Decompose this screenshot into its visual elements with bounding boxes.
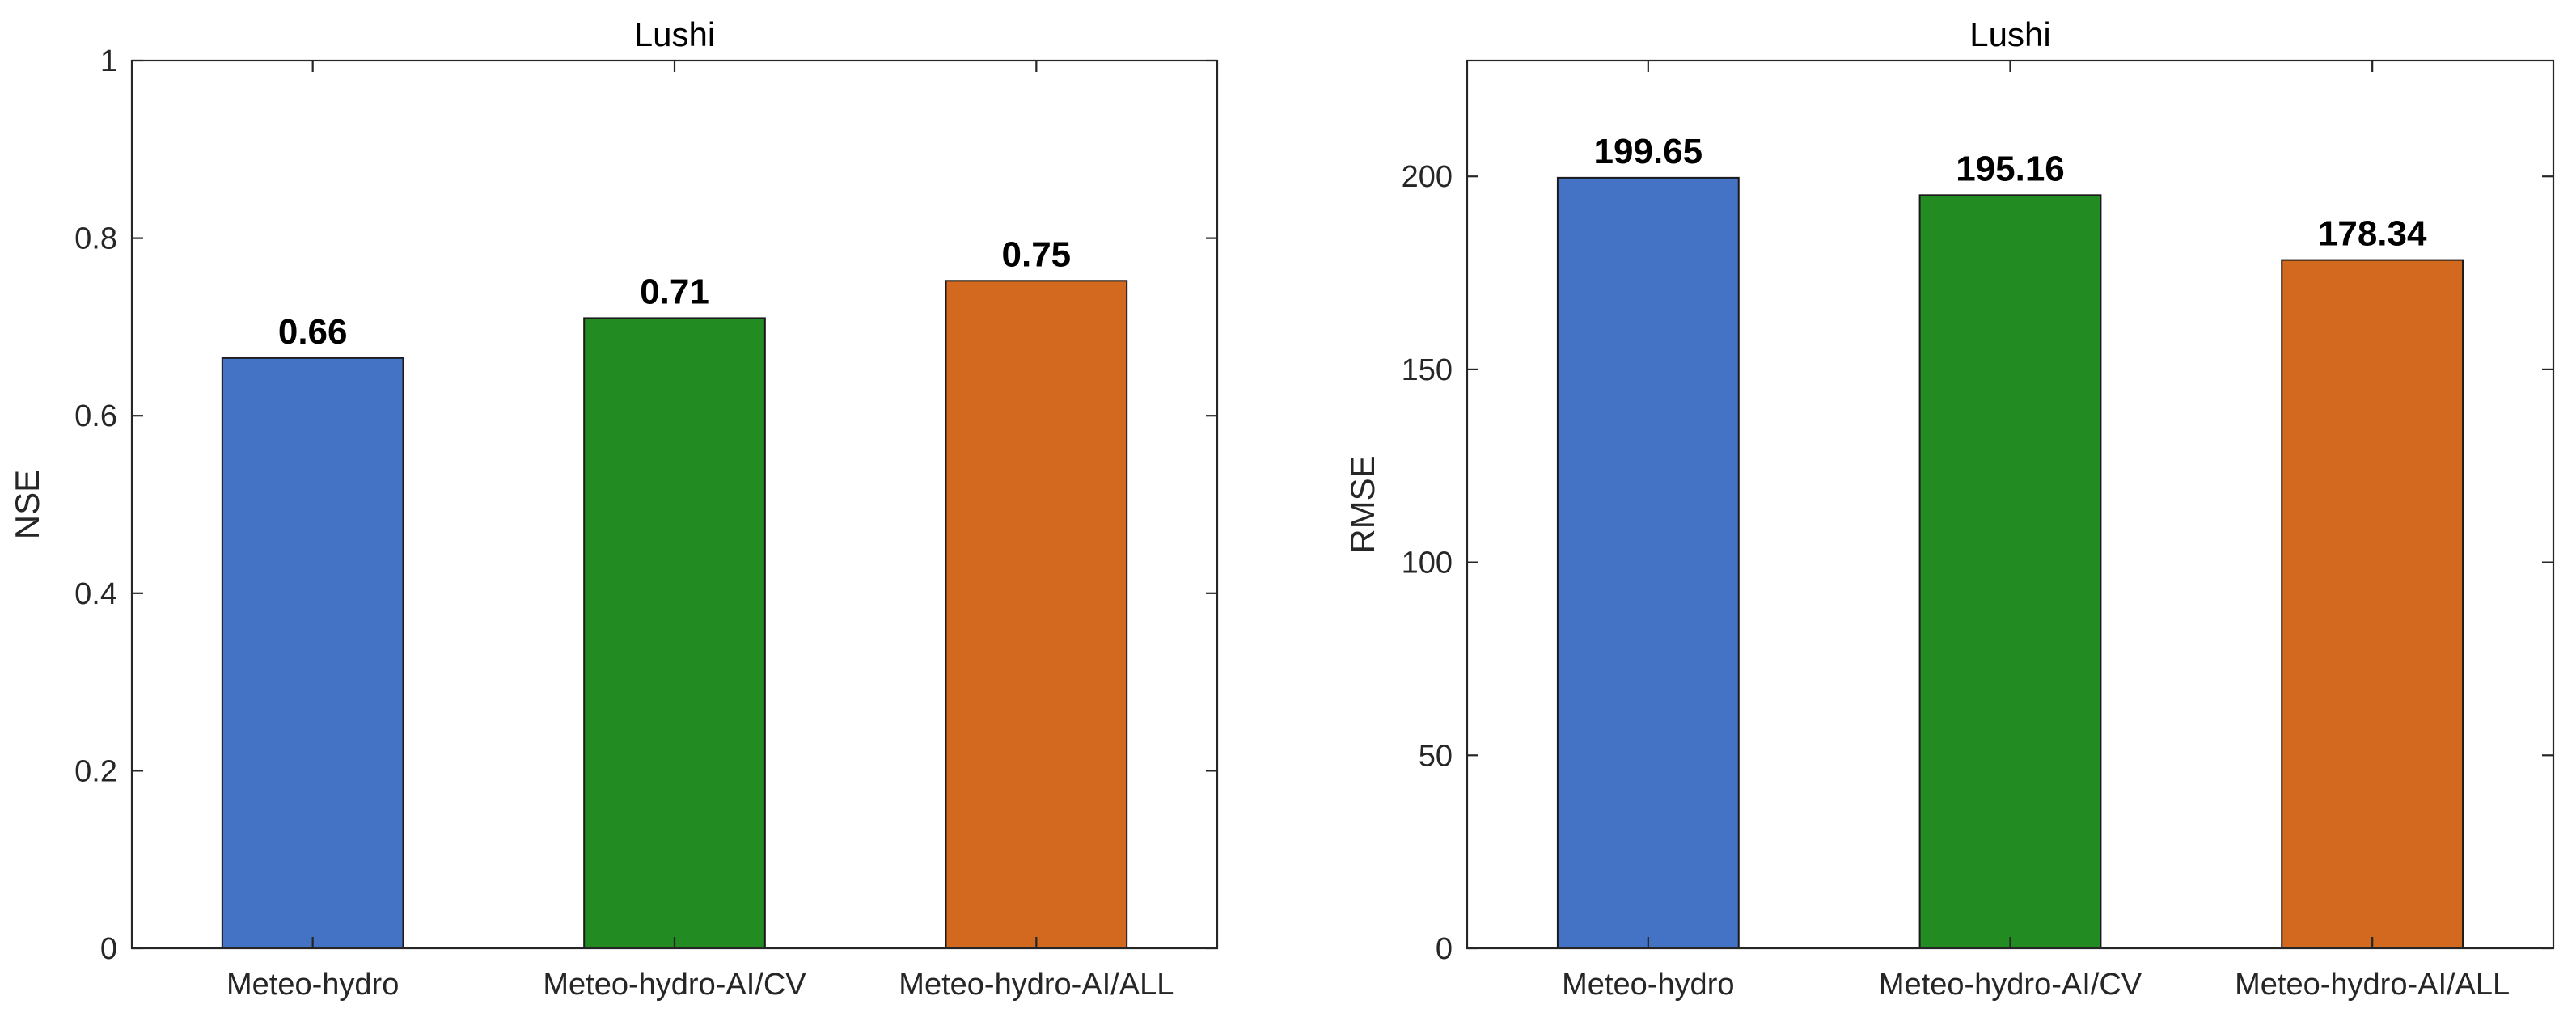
rmse-bar-value-label: 199.65 xyxy=(1594,132,1703,171)
nse-category-label: Meteo-hydro-AI/CV xyxy=(543,968,806,1002)
nse-ytick-label: 0.8 xyxy=(74,222,117,256)
rmse-bar-2 xyxy=(1918,194,2102,950)
rmse-bar-3 xyxy=(2281,259,2464,949)
nse-ytick-label: 0 xyxy=(100,932,117,966)
nse-category-label: Meteo-hydro xyxy=(226,968,399,1002)
nse-ytick-label: 0.6 xyxy=(74,399,117,433)
nse-ytick-label: 0.4 xyxy=(74,577,117,611)
rmse-chart: 199.65 195.16 178.34 0 50 100 150 200 Meteo-hydr… xyxy=(1343,15,2555,1002)
rmse-bar-value-label: 195.16 xyxy=(1956,149,2065,188)
nse-ytick-label: 1 xyxy=(100,44,117,78)
nse-bar-value-label: 0.75 xyxy=(1002,234,1072,274)
rmse-ytick-label: 200 xyxy=(1402,160,1453,194)
rmse-ytick-label: 50 xyxy=(1419,739,1453,773)
rmse-ytick-label: 150 xyxy=(1402,353,1453,387)
nse-chart-title: Lushi xyxy=(634,15,715,53)
nse-category-label: Meteo-hydro-AI/ALL xyxy=(899,968,1174,1002)
rmse-category-label: Meteo-hydro-AI/CV xyxy=(1879,968,2142,1002)
nse-bar-1 xyxy=(221,357,404,949)
rmse-bar-value-label: 178.34 xyxy=(2318,214,2427,254)
rmse-category-label: Meteo-hydro-AI/ALL xyxy=(2235,968,2510,1002)
rmse-chart-title: Lushi xyxy=(1969,15,2050,53)
nse-bar-2 xyxy=(583,317,766,950)
nse-y-axis-label: NSE xyxy=(8,470,46,539)
rmse-bar-1 xyxy=(1556,176,1740,950)
rmse-ytick-label: 0 xyxy=(1436,932,1453,966)
nse-chart: 0.66 0.71 0.75 0 0.2 0.4 0.6 0.8 1 Meteo-hydro Met… xyxy=(8,15,1219,1002)
rmse-y-axis-label: RMSE xyxy=(1343,455,1381,553)
nse-ytick-label: 0.2 xyxy=(74,754,117,788)
nse-bar-3 xyxy=(945,280,1128,949)
nse-bar-value-label: 0.71 xyxy=(640,272,709,311)
rmse-ytick-label: 100 xyxy=(1402,547,1453,580)
nse-bar-value-label: 0.66 xyxy=(278,312,348,352)
rmse-category-label: Meteo-hydro xyxy=(1562,968,1734,1002)
